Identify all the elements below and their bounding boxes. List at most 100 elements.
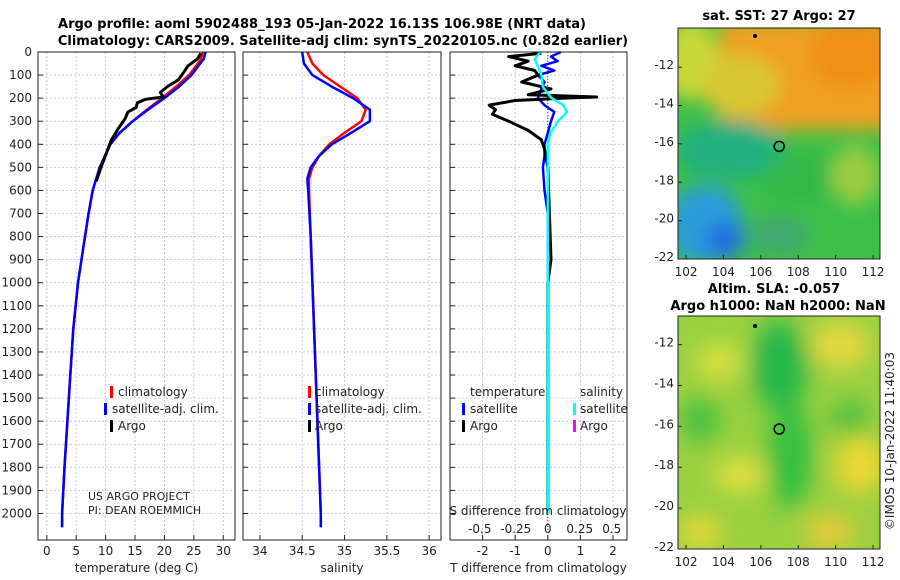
lat-tick-label: -20 — [654, 499, 674, 513]
x-tick-label: -2 — [477, 544, 489, 558]
lat-tick-label: -18 — [654, 173, 674, 187]
temperature-legend: climatology satellite-adj. clim. Argo — [104, 385, 219, 433]
plot-frame — [37, 51, 236, 541]
legend-header-salinity: salinity — [580, 385, 623, 399]
x-tick-label: 34 — [252, 544, 267, 558]
lon-tick-label: 102 — [675, 265, 698, 279]
x-axis-label: salinity — [320, 561, 363, 575]
lat-tick-label: -12 — [654, 58, 674, 72]
sla-map-title-2: Argo h1000: NaN h2000: NaN — [670, 299, 885, 314]
lat-tick-label: -20 — [654, 212, 674, 226]
lat-tick-label: -18 — [654, 458, 674, 472]
legend-label: satellite — [580, 402, 628, 416]
title-line-2: Climatology: CARS2009. Satellite-adj cli… — [58, 34, 628, 49]
y-tick-label: 500 — [9, 160, 32, 174]
legend-swatch-argo — [308, 420, 311, 432]
s-diff-tick-label: 0.5 — [602, 522, 621, 536]
legend-label: climatology — [315, 385, 385, 399]
series-line-argo — [94, 52, 203, 182]
x-axis-label: temperature (deg C) — [75, 561, 198, 575]
profile-panel-1: 0100200300400500600700800900100011001200… — [1, 45, 236, 575]
legend-label: satellite-adj. clim. — [112, 402, 219, 416]
plot-frame — [449, 51, 628, 541]
x-tick-label: 1 — [577, 544, 585, 558]
y-tick-label: 1700 — [1, 437, 32, 451]
series-line-climatology — [306, 51, 367, 528]
sst-field — [678, 28, 880, 259]
lat-tick-label: -14 — [654, 376, 674, 390]
legend-swatch-s-argo — [573, 420, 576, 432]
s-diff-tick-label: 0.25 — [566, 522, 593, 536]
lon-tick-label: 102 — [675, 555, 698, 569]
y-tick-label: 1300 — [1, 345, 32, 359]
x-tick-label: 15 — [127, 544, 142, 558]
lon-tick-label: 108 — [787, 265, 810, 279]
y-tick-label: 2000 — [1, 506, 32, 520]
x-tick-label: 2 — [609, 544, 617, 558]
y-tick-label: 0 — [24, 45, 32, 59]
lat-tick-label: -22 — [654, 250, 674, 264]
float-track-dot — [753, 324, 757, 328]
x-tick-label: 0 — [43, 544, 51, 558]
x-tick-label: 20 — [157, 544, 172, 558]
float-track-dot — [753, 34, 757, 38]
legend-swatch-t-satellite — [462, 403, 465, 415]
lon-tick-label: 106 — [749, 265, 772, 279]
x-tick-label: 30 — [216, 544, 231, 558]
legend-label: climatology — [118, 385, 188, 399]
legend-swatch-t-argo — [462, 420, 465, 432]
project-line-1: US ARGO PROJECT — [88, 490, 190, 503]
x-tick-label: 25 — [186, 544, 201, 558]
title-line-1: Argo profile: aoml 5902488_193 05-Jan-20… — [58, 17, 586, 32]
legend-header-temperature: temperature — [470, 385, 545, 399]
y-tick-label: 400 — [9, 137, 32, 151]
series-line-satellite-adj-clim- — [60, 51, 207, 528]
y-tick-label: 100 — [9, 68, 32, 82]
y-tick-label: 1500 — [1, 391, 32, 405]
legend-label: Argo — [315, 419, 343, 433]
lon-tick-label: 104 — [712, 555, 735, 569]
plot-frame — [242, 51, 442, 541]
s-diff-tick-label: -0.5 — [468, 522, 491, 536]
legend-swatch-climatology — [110, 386, 113, 398]
x-tick-label: 5 — [72, 544, 80, 558]
legend-label: Argo — [118, 419, 146, 433]
lat-tick-label: -16 — [654, 135, 674, 149]
series-line-t-argo — [487, 51, 599, 514]
series-line-satellite-adj-clim- — [300, 51, 372, 528]
y-tick-label: 200 — [9, 91, 32, 105]
profile-panel-2: 34 34.5 35 35.5 36 salinity — [242, 51, 442, 575]
legend-swatch-satellite — [104, 403, 107, 415]
project-line-2: PI: DEAN ROEMMICH — [88, 504, 201, 517]
legend-swatch-s-satellite — [573, 403, 576, 415]
legend-label: Argo — [470, 419, 498, 433]
x-tick-label: 36 — [422, 544, 437, 558]
lat-tick-label: -14 — [654, 97, 674, 111]
argo-position-marker — [773, 140, 785, 153]
x-tick-label: 35.5 — [373, 544, 400, 558]
s-diff-tick-label: -0.25 — [500, 522, 531, 536]
lat-tick-label: -16 — [654, 417, 674, 431]
legend-label: satellite — [470, 402, 518, 416]
y-tick-label: 1100 — [1, 299, 32, 313]
sla-field — [678, 316, 880, 549]
y-tick-label: 1900 — [1, 483, 32, 497]
s-difference-axis-label: S difference from climatology — [450, 504, 627, 518]
x-tick-label: 35 — [337, 544, 352, 558]
sla-map-title-1: Altim. SLA: -0.057 — [708, 282, 840, 297]
x-tick-label: 0 — [544, 544, 552, 558]
x-tick-label: -1 — [509, 544, 521, 558]
y-tick-label: 1400 — [1, 368, 32, 382]
y-tick-label: 600 — [9, 183, 32, 197]
y-tick-label: 1000 — [1, 276, 32, 290]
y-tick-label: 900 — [9, 253, 32, 267]
legend-label: satellite-adj. clim. — [315, 402, 422, 416]
lat-tick-label: -12 — [654, 336, 674, 350]
lon-tick-label: 110 — [824, 555, 847, 569]
sst-map-title: sat. SST: 27 Argo: 27 — [702, 9, 855, 24]
legend-swatch-satellite — [308, 403, 311, 415]
x-axis-label: T difference from climatology — [449, 561, 627, 575]
lon-tick-label: 106 — [749, 555, 772, 569]
argo-position-marker — [773, 423, 785, 435]
